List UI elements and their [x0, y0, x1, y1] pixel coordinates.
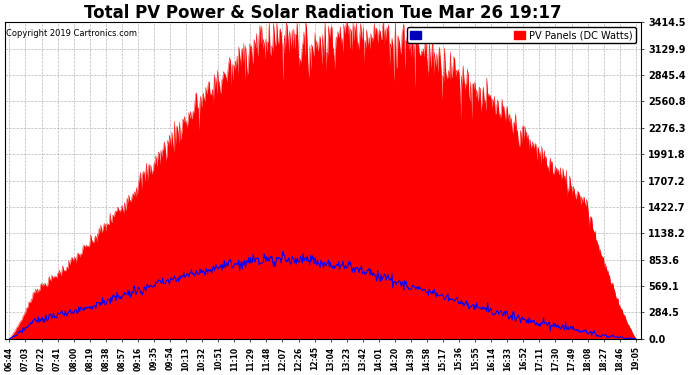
Text: Copyright 2019 Cartronics.com: Copyright 2019 Cartronics.com: [6, 28, 137, 38]
Title: Total PV Power & Solar Radiation Tue Mar 26 19:17: Total PV Power & Solar Radiation Tue Mar…: [83, 4, 562, 22]
Legend: Radiation (W/m2), PV Panels (DC Watts): Radiation (W/m2), PV Panels (DC Watts): [406, 27, 635, 43]
